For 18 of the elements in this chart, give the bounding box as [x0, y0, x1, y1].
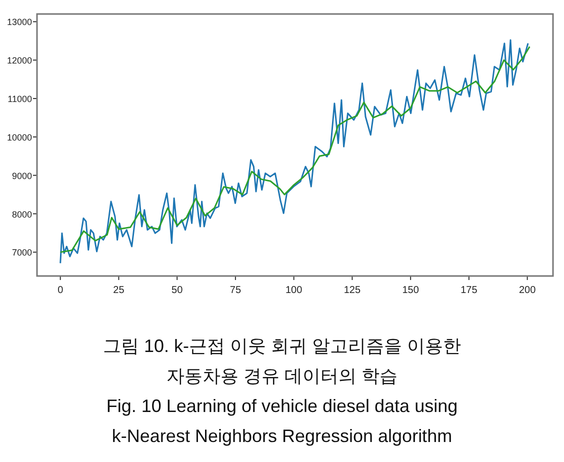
- y-tick-label: 8000: [12, 209, 32, 220]
- x-tick-label: 150: [402, 285, 420, 296]
- x-tick-label: 125: [344, 285, 361, 296]
- x-tick-label: 75: [230, 285, 242, 296]
- y-tick-label: 13000: [6, 17, 32, 28]
- x-tick-label: 0: [58, 285, 64, 296]
- x-tick-label: 175: [460, 285, 478, 296]
- y-tick-label: 7000: [12, 248, 32, 258]
- caption: 그림 10. k-근접 이웃 회귀 알고리즘을 이용한 자동차용 경유 데이터의 학습: [102, 336, 462, 386]
- x-tick-label: 200: [518, 285, 536, 296]
- x-tick-label: 100: [285, 285, 303, 296]
- caption: Fig. 10 Learning of vehicle diesel data using k-Nearest Neighbors Regression algorithm: [106, 396, 458, 446]
- x-tick-label: 25: [113, 285, 125, 296]
- y-tick-label: 9000: [12, 170, 32, 181]
- y-tick-label: 12000: [6, 56, 32, 66]
- y-tick-label: 10000: [6, 132, 32, 142]
- x-tick-label: 50: [172, 285, 184, 296]
- y-tick-label: 11000: [8, 94, 32, 104]
